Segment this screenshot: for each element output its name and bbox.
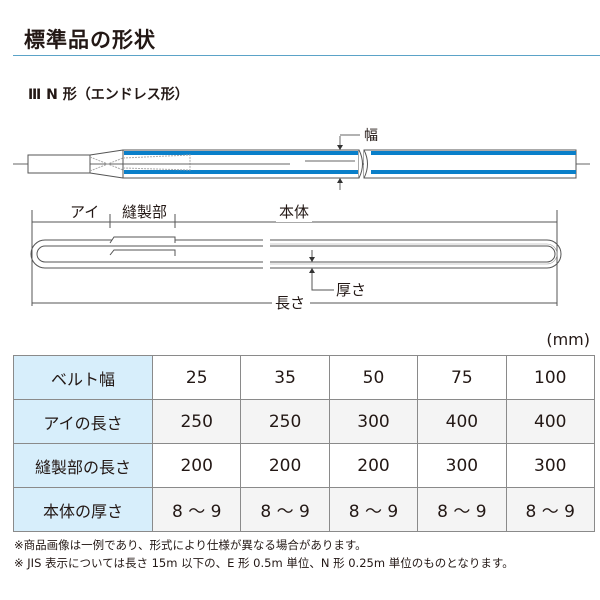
unit-label: (mm) <box>546 330 590 349</box>
blue-stripe-bottom-right <box>371 170 576 174</box>
spec-table: ベルト幅 25 35 50 75 100 アイの長さ 250 250 300 4… <box>13 355 596 532</box>
table-row: 縫製部の長さ 200 200 200 300 300 <box>13 443 596 488</box>
title-divider <box>13 55 600 56</box>
blue-stripe-top-left <box>124 151 358 155</box>
width-label: 幅 <box>364 128 378 144</box>
arrow-icon <box>337 145 343 150</box>
table-cell: 50 <box>328 355 419 400</box>
blue-stripe-top-right <box>371 151 576 155</box>
thickness-label: 厚さ <box>336 281 366 299</box>
sling-diagram: 幅 アイ 縫製部 本体 長さ 厚さ <box>13 128 590 314</box>
eye-label: アイ <box>70 203 99 221</box>
table-cell: 8 ～ 9 <box>417 487 507 532</box>
page-title: 標準品の形状 <box>24 28 156 52</box>
arrow-icon <box>309 268 315 273</box>
note-1: ※商品画像は一例であり、形式により仕様が異なる場合があります。 <box>14 538 367 552</box>
table-cell: 8 ～ 9 <box>151 487 242 532</box>
row-header: アイの長さ <box>13 399 153 444</box>
table-cell: 400 <box>417 399 507 444</box>
table-cell: 400 <box>505 399 596 444</box>
arrow-icon <box>337 178 343 183</box>
table-cell: 300 <box>328 399 419 444</box>
note-2: ※ JIS 表示については長さ 15m 以下の、E 形 0.5m 単位、N 形 … <box>14 556 514 570</box>
table-cell: 200 <box>240 443 330 488</box>
sewn-label: 縫製部 <box>122 203 167 221</box>
table-cell: 8 ～ 9 <box>328 487 419 532</box>
row-header: ベルト幅 <box>13 355 153 400</box>
table-cell: 250 <box>240 399 330 444</box>
table-cell: 300 <box>505 443 596 488</box>
table-cell: 75 <box>417 355 507 400</box>
table-cell: 8 ～ 9 <box>240 487 330 532</box>
table-row: アイの長さ 250 250 300 400 400 <box>13 399 596 444</box>
table-cell: 8 ～ 9 <box>505 487 596 532</box>
table-cell: 100 <box>505 355 596 400</box>
body-label: 本体 <box>279 203 309 221</box>
table-cell: 250 <box>151 399 242 444</box>
side-view-belt <box>30 236 562 269</box>
table-row: ベルト幅 25 35 50 75 100 <box>13 355 596 400</box>
table-cell: 25 <box>151 355 242 400</box>
table-row: 本体の厚さ 8 ～ 9 8 ～ 9 8 ～ 9 8 ～ 9 8 ～ 9 <box>13 487 596 532</box>
table-cell: 35 <box>240 355 330 400</box>
section-title: Ⅲ N 形（エンドレス形） <box>28 87 189 103</box>
arrow-icon <box>309 257 315 262</box>
table-cell: 200 <box>328 443 419 488</box>
blue-stripe-bottom-left <box>124 170 358 174</box>
table-cell: 200 <box>151 443 242 488</box>
table-cell: 300 <box>417 443 507 488</box>
length-label: 長さ <box>275 294 305 312</box>
row-header: 本体の厚さ <box>13 487 153 532</box>
row-header: 縫製部の長さ <box>13 443 153 488</box>
top-view-belt <box>13 149 590 179</box>
